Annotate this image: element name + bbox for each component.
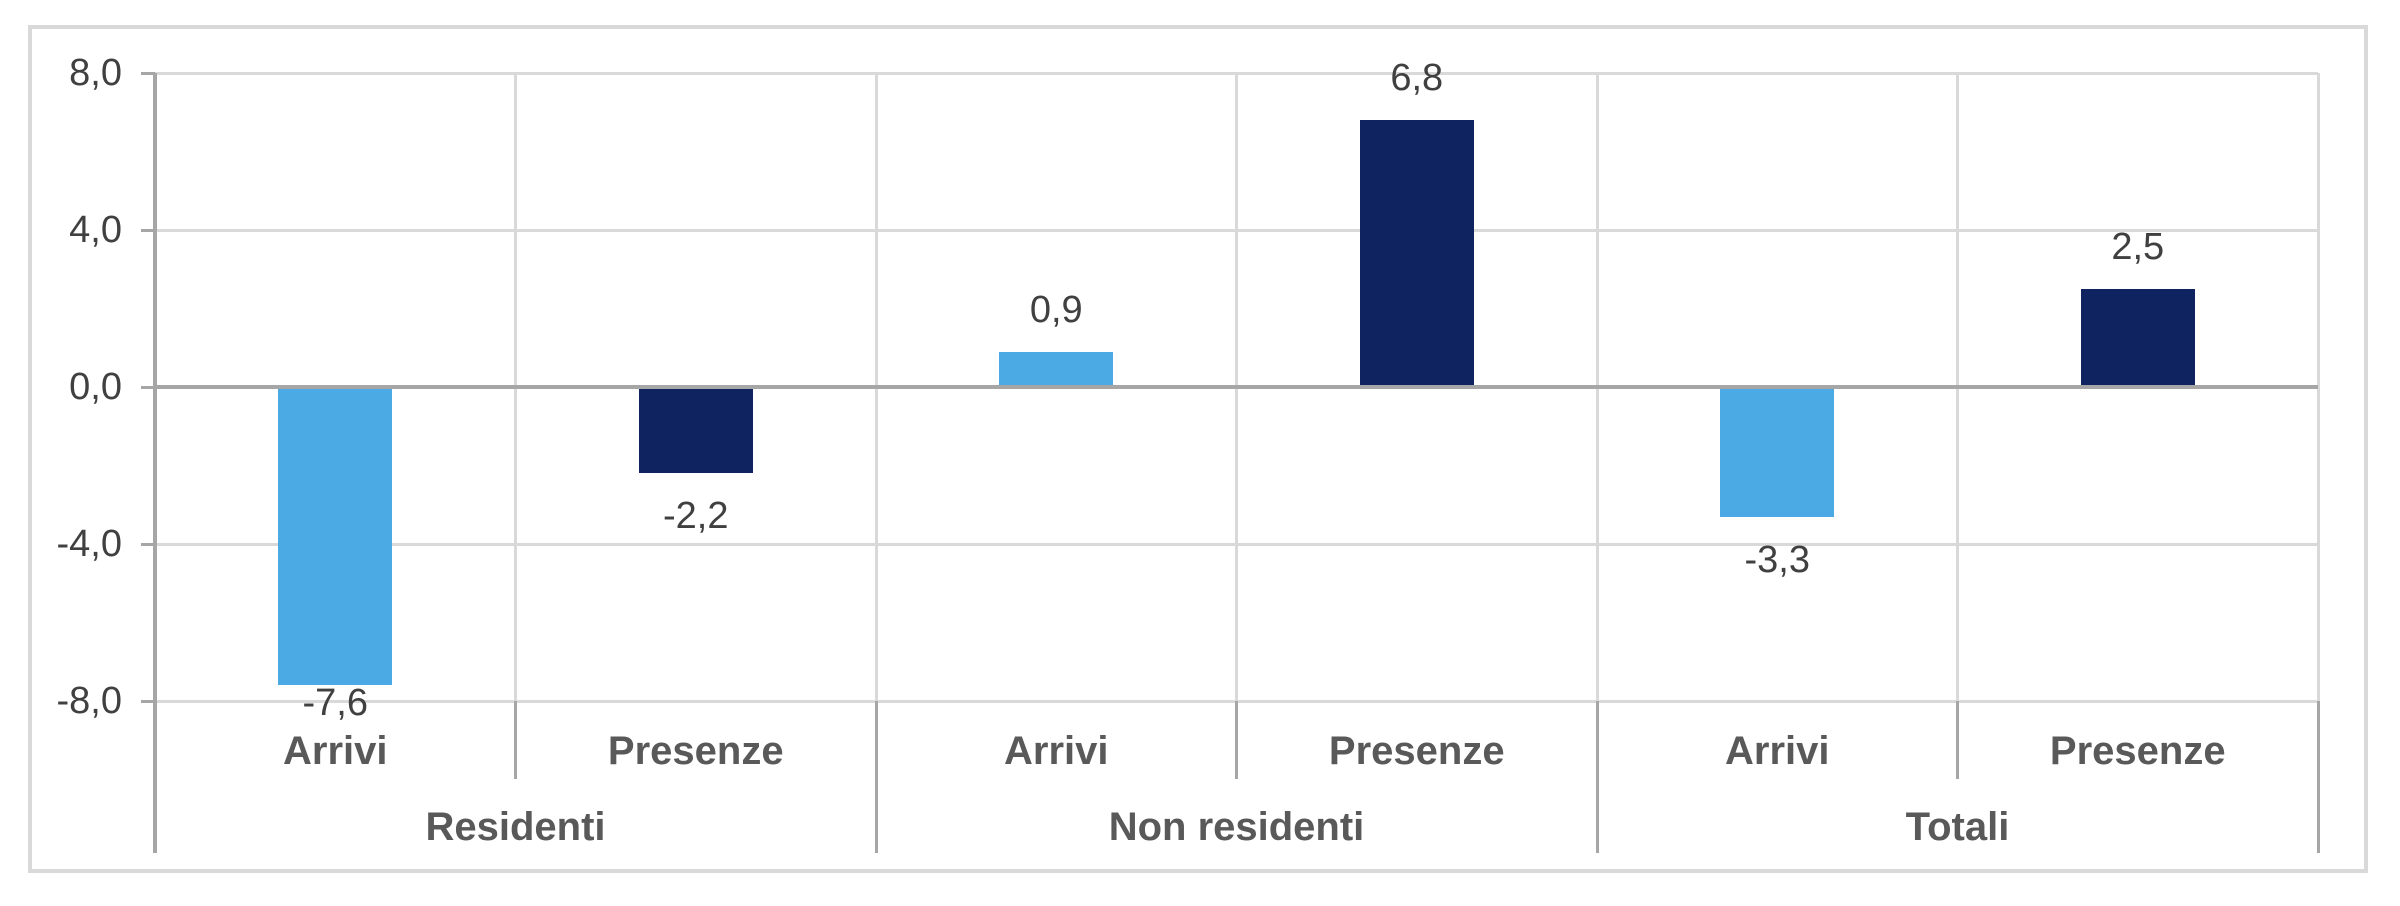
y-axis-tick: [141, 228, 155, 232]
category-label-presenze: Presenze: [607, 729, 784, 773]
y-axis-tick: [141, 699, 155, 703]
y-axis-tick-label: 8,0: [69, 52, 122, 94]
value-label-totali-presenze: 2,5: [2111, 225, 2165, 268]
bar-residenti-presenze: [638, 387, 753, 474]
group-label-non-residenti: Non residenti: [1108, 805, 1365, 849]
plot-right-edge: [2316, 73, 2320, 701]
category-label-arrivi: Arrivi: [283, 729, 388, 773]
y-axis-tick-label: 0,0: [69, 366, 122, 408]
slot-divider: [1235, 701, 1238, 779]
bar-totali-presenze: [2080, 288, 2195, 387]
y-axis-tick-label: -8,0: [56, 680, 122, 722]
chart-frame-border: [28, 25, 2368, 873]
value-label-non-residenti-arrivi: 0,9: [1029, 288, 1083, 331]
y-axis-tick-label: 4,0: [69, 209, 122, 251]
category-label-presenze: Presenze: [1328, 729, 1505, 773]
y-axis-tick-label: -4,0: [56, 523, 122, 565]
slot-divider: [514, 701, 517, 779]
bar-non-residenti-presenze: [1359, 120, 1474, 387]
bar-residenti-arrivi: [278, 387, 393, 686]
zero-gridline: [155, 385, 2318, 389]
value-label-non-residenti-presenze: 6,8: [1390, 57, 1444, 100]
y-axis-tick: [141, 71, 155, 75]
value-label-residenti-presenze: -2,2: [663, 495, 729, 538]
value-label-residenti-arrivi: -7,6: [302, 682, 368, 724]
y-axis-line: [153, 73, 157, 853]
group-divider: [874, 701, 878, 853]
y-axis-tick: [141, 385, 155, 389]
y-axis-tick: [141, 542, 155, 546]
group-label-residenti: Residenti: [425, 805, 606, 849]
group-divider: [1595, 701, 1599, 853]
slot-divider: [1956, 701, 1959, 779]
value-label-totali-arrivi: -3,3: [1744, 538, 1810, 581]
x-axis-right-divider: [2316, 701, 2320, 853]
category-label-arrivi: Arrivi: [1725, 729, 1830, 773]
bar-non-residenti-arrivi: [999, 351, 1114, 387]
category-label-arrivi: Arrivi: [1004, 729, 1109, 773]
category-label-presenze: Presenze: [2049, 729, 2226, 773]
bar-totali-arrivi: [1720, 387, 1835, 517]
group-label-totali: Totali: [1905, 805, 2010, 849]
